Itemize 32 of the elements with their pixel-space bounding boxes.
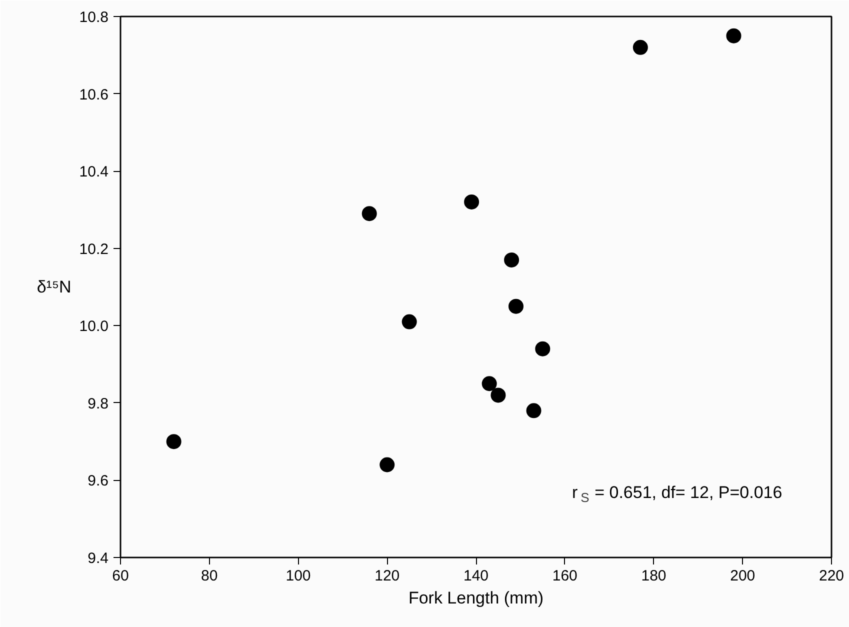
point: [464, 194, 480, 210]
x-tick-label: 180: [641, 568, 666, 584]
point: [726, 28, 742, 44]
point: [535, 341, 550, 356]
y-tick-label: 10.8: [79, 9, 109, 26]
x-tick-label: 160: [552, 568, 578, 584]
y-tick-label: 10.4: [79, 164, 109, 181]
x-tick-label: 60: [112, 568, 129, 584]
x-tick-label: 80: [201, 568, 218, 584]
x-tick-label: 100: [286, 568, 311, 584]
point: [526, 403, 542, 418]
point: [504, 252, 520, 268]
x-axis-title: Fork Length (mm): [408, 588, 544, 608]
point: [490, 388, 506, 403]
y-tick-label: 10.6: [79, 86, 109, 104]
point: [482, 376, 497, 392]
y-tick-label: 9.4: [88, 550, 109, 567]
point: [166, 434, 182, 450]
x-tick-label: 140: [463, 568, 489, 584]
point: [632, 40, 648, 55]
y-tick-label: 9.6: [88, 472, 109, 490]
y-axis-title: δ¹⁵N: [36, 278, 72, 296]
y-tick-label: 10.2: [79, 240, 109, 258]
x-tick-label: 220: [818, 568, 844, 584]
point: [380, 457, 395, 472]
y-tick-label: 9.8: [88, 395, 109, 412]
point: [508, 298, 524, 314]
y-tick-label: 10.0: [79, 318, 109, 336]
x-tick-label: 200: [730, 568, 756, 584]
x-tick-label: 120: [374, 568, 400, 584]
point: [362, 206, 377, 222]
point: [402, 314, 417, 330]
